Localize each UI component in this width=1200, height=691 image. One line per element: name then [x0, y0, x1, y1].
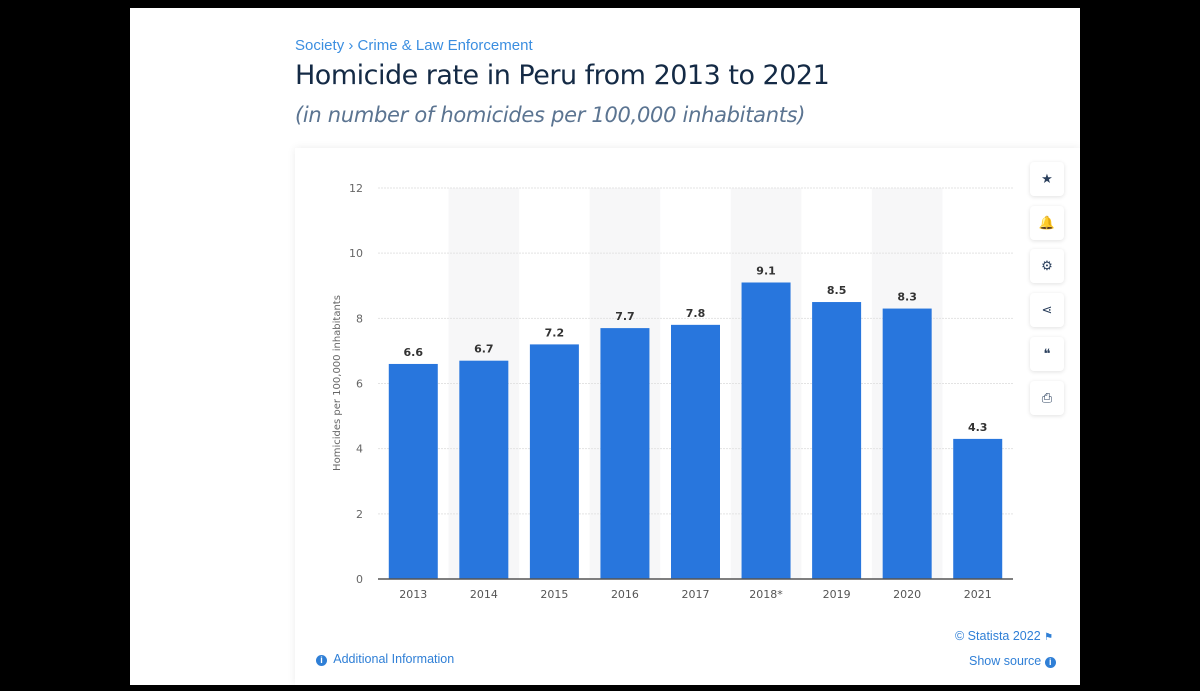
info-icon: i — [1044, 657, 1056, 668]
bar — [953, 438, 1003, 579]
y-tick-label: 6 — [356, 378, 363, 391]
x-tick-label: 2013 — [399, 588, 427, 601]
breadcrumb-society[interactable]: Society — [295, 37, 345, 54]
x-tick-label: 2021 — [964, 588, 992, 601]
data-label: 6.7 — [474, 343, 494, 356]
copyright-text: © Statista 2022 — [955, 629, 1041, 643]
bar — [882, 308, 932, 579]
page-title: Homicide rate in Peru from 2013 to 2021 — [295, 60, 830, 91]
flag-icon: ⚑ — [1044, 632, 1054, 643]
data-label: 6.6 — [404, 346, 424, 359]
y-axis-label: Homicides per 100,000 inhabitants — [332, 295, 343, 471]
x-tick-label: 2019 — [823, 588, 851, 601]
data-label: 7.8 — [686, 307, 706, 320]
bell-icon: 🔔 — [1038, 214, 1056, 230]
show-source-label: Show source — [969, 654, 1042, 668]
breadcrumb-separator: › — [348, 37, 354, 54]
y-tick-label: 8 — [356, 312, 363, 325]
y-tick-label: 4 — [356, 443, 363, 456]
show-source-link[interactable]: Show source i — [969, 654, 1056, 668]
x-tick-label: 2014 — [470, 588, 498, 601]
bar — [459, 360, 509, 579]
gear-button[interactable]: ⚙ — [1030, 249, 1064, 284]
x-tick-label: 2016 — [611, 588, 639, 601]
x-tick-label: 2018* — [749, 588, 783, 601]
bar — [741, 282, 791, 579]
y-tick-label: 0 — [356, 573, 363, 586]
gear-icon: ⚙ — [1041, 258, 1053, 274]
breadcrumb: Society › Crime & Law Enforcement — [295, 37, 533, 54]
breadcrumb-crime[interactable]: Crime & Law Enforcement — [357, 37, 533, 54]
star-icon: ★ — [1041, 171, 1053, 186]
bar — [388, 363, 438, 579]
data-label: 8.5 — [827, 284, 847, 297]
data-label: 7.2 — [545, 326, 565, 339]
share-button[interactable]: ⋖ — [1030, 293, 1064, 328]
x-tick-label: 2015 — [540, 588, 568, 601]
info-icon: i — [316, 655, 327, 666]
y-tick-label: 12 — [349, 182, 363, 195]
x-tick-label: 2020 — [893, 588, 921, 601]
additional-information-link[interactable]: i Additional Information — [316, 652, 454, 666]
bar — [600, 328, 650, 579]
x-tick-label: 2017 — [682, 588, 710, 601]
data-label: 8.3 — [897, 291, 917, 304]
data-label: 7.7 — [615, 310, 635, 323]
print-icon: ⎙ — [1041, 389, 1053, 405]
data-label: 4.3 — [968, 421, 988, 434]
additional-info-label: Additional Information — [333, 652, 455, 666]
data-label: 9.1 — [756, 264, 776, 277]
bar — [529, 344, 579, 579]
quote-button[interactable]: ❝ — [1030, 336, 1064, 371]
print-button[interactable]: ⎙ — [1030, 380, 1064, 415]
bar — [671, 324, 720, 579]
y-tick-label: 2 — [356, 508, 363, 521]
star-button[interactable]: ★ — [1030, 162, 1064, 196]
bell-button[interactable]: 🔔 — [1030, 205, 1064, 240]
quote-icon: ❝ — [1043, 345, 1051, 361]
page-subtitle: (in number of homicides per 100,000 inha… — [295, 103, 806, 127]
share-icon: ⋖ — [1041, 302, 1053, 318]
statista-copyright[interactable]: © Statista 2022 ⚑ — [955, 629, 1053, 643]
bar — [812, 302, 862, 579]
y-tick-label: 10 — [349, 247, 363, 260]
